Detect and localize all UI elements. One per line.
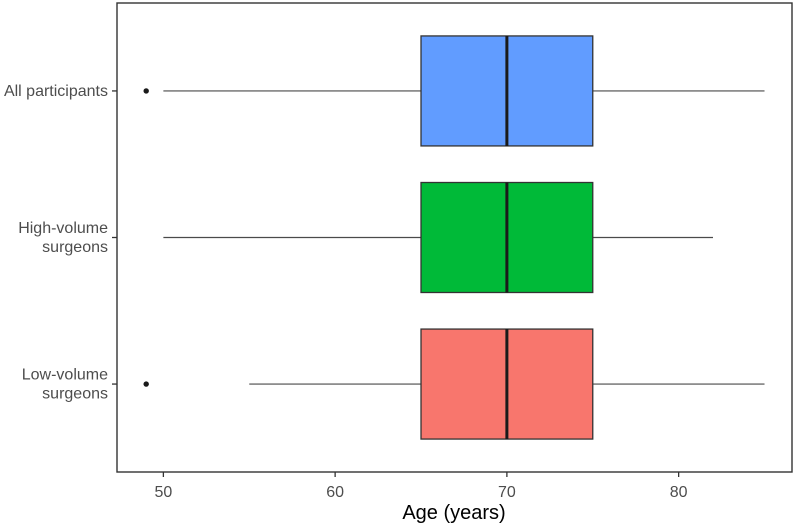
category-label-all-participants: All participants [4,83,108,100]
x-axis-title: Age (years) [402,502,505,524]
outlier-point [143,88,149,94]
boxplot-row-low-volume-surgeons: Low-volume surgeons [22,328,765,440]
category-label-high-volume-surgeons: High-volume surgeons [18,220,108,256]
x-tick-label-60: 60 [326,484,344,501]
boxplot-row-high-volume-surgeons: High-volume surgeons [18,181,713,294]
x-tick-label-70: 70 [498,484,516,501]
x-tick-label-50: 50 [154,484,172,501]
x-tick-label-80: 80 [670,484,688,501]
outlier-point [143,381,149,387]
category-label-low-volume-surgeons: Low-volume surgeons [22,367,108,403]
boxplot-row-all-participants: All participants [4,35,765,147]
